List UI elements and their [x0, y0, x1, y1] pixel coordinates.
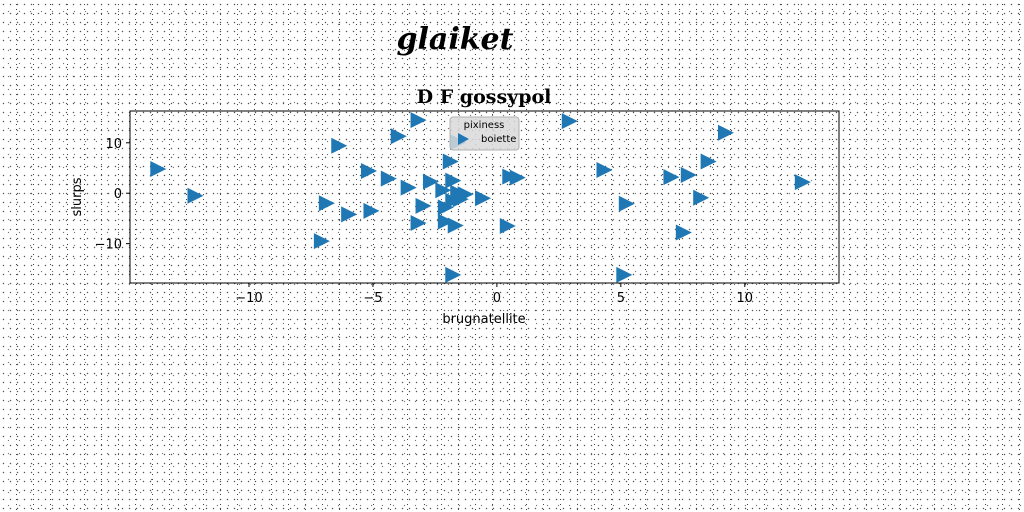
x-tick-label: −10 [235, 291, 262, 306]
y-tick-label: −10 [95, 238, 122, 253]
x-tick-label: −5 [363, 291, 382, 306]
data-point [437, 213, 454, 230]
x-tick-label: 10 [737, 291, 754, 306]
legend-entry-boiette: boiette [481, 134, 516, 145]
data-points [150, 112, 811, 283]
x-axis-label: brugnatellite [442, 312, 525, 327]
data-point [447, 217, 464, 234]
legend: pixiness boiette [449, 116, 520, 151]
data-point [422, 173, 439, 190]
data-point [410, 214, 427, 231]
data-point [442, 153, 459, 170]
data-point [435, 182, 452, 199]
legend-marker [458, 133, 469, 145]
y-axis-label: slurps [70, 177, 85, 216]
data-point [331, 137, 348, 154]
data-point [680, 167, 697, 184]
data-point [400, 179, 417, 196]
data-point [475, 190, 492, 207]
legend-box [449, 116, 520, 151]
data-point [363, 202, 380, 219]
data-point [360, 163, 377, 180]
chart-title: D F gossypol [417, 86, 552, 108]
data-point [445, 172, 462, 189]
plot-area [129, 110, 840, 284]
data-point [794, 174, 811, 191]
y-tick-label: 10 [105, 137, 122, 152]
data-point [318, 195, 335, 212]
data-point [700, 153, 717, 170]
x-tick-label: 0 [493, 291, 501, 306]
data-point [675, 224, 692, 241]
y-axis: −10 0 10 [95, 137, 130, 253]
legend-title: pixiness [464, 120, 505, 131]
data-point [561, 113, 578, 130]
data-point [410, 112, 427, 129]
data-point [499, 218, 516, 235]
data-point [150, 161, 167, 178]
data-point [717, 124, 734, 141]
data-point [313, 233, 330, 250]
data-point [187, 187, 204, 204]
x-tick-label: 5 [617, 291, 625, 306]
data-point [663, 169, 680, 186]
data-point [693, 189, 710, 206]
data-point [380, 170, 397, 187]
data-point [618, 195, 635, 212]
data-point [445, 266, 462, 283]
figure-suptitle: glaiket [396, 22, 514, 57]
data-point [616, 266, 633, 283]
y-tick-label: 0 [114, 187, 122, 202]
data-point [390, 128, 407, 145]
data-point [509, 169, 526, 186]
data-point [341, 206, 358, 223]
data-point [457, 186, 474, 203]
data-point [415, 197, 432, 214]
x-axis: −10 −5 0 5 10 [235, 283, 753, 306]
data-point [596, 162, 613, 179]
